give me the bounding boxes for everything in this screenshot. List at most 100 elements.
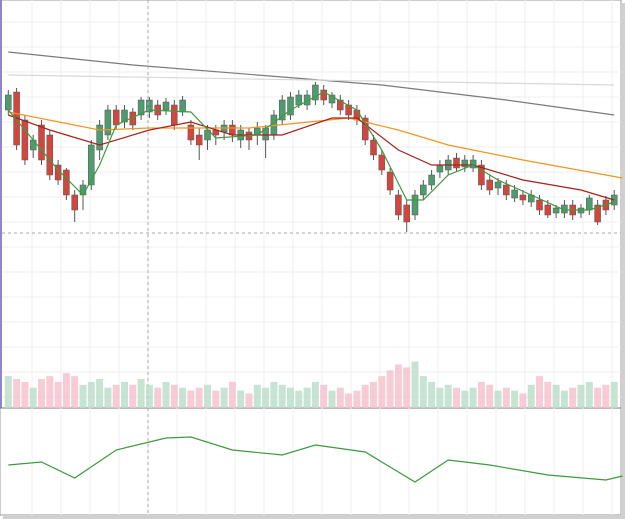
candle-body [121,109,128,123]
candle-body [104,109,112,136]
candle-body [71,194,78,211]
candle-body [494,181,502,189]
volume-bar [96,379,104,408]
volume-bar [594,387,602,408]
volume-bar [419,376,427,408]
volume-bar [610,381,618,408]
volume-bar [4,376,12,408]
volume-bar [245,393,253,408]
volume-bar [320,384,328,408]
shadow [621,3,625,519]
shadow [3,515,625,519]
candle-body [478,164,485,186]
volume-bar [444,384,452,408]
volume-bar [585,381,593,408]
volume-bar [386,370,394,408]
volume-bar [179,387,187,408]
candle-body [420,184,427,196]
volume-bar [361,384,369,408]
volume-bar [552,384,560,408]
candle-body [295,94,303,106]
candle-body [586,197,593,211]
volume-bar [71,376,79,408]
volume-bar [154,387,162,408]
volume-bar [228,381,236,408]
candle-body [88,144,95,186]
volume-bar [87,381,95,408]
candle-body [511,189,518,199]
volume-bar [569,387,577,408]
volume-bar [46,376,54,408]
candle-body [171,104,178,126]
volume-bar [502,387,510,408]
candle-body [403,204,410,223]
candle-body [63,169,70,196]
candle-body [386,171,394,191]
candle-body [195,134,203,146]
volume-bar [187,390,195,408]
volume-bar [295,390,303,408]
volume-bar [79,384,87,408]
volume-bar [477,381,485,408]
candle-body [428,174,435,186]
volume-bar [602,384,610,408]
volume-bar [519,393,527,408]
volume-bar [220,387,228,408]
volume-bar [469,387,477,408]
volume-bar [29,387,37,408]
candle-body [469,159,477,169]
volume-bar [121,381,129,408]
volume-bar [278,384,286,408]
candle-body [378,154,386,171]
volume-bar [212,390,220,408]
candle-body [370,139,377,156]
candle-body [453,157,460,169]
volume-bar [453,387,461,408]
candle-body [395,194,402,216]
candle-body [312,84,319,101]
volume-bar [428,381,436,408]
candle-body [552,207,560,214]
candle-body [287,96,294,116]
volume-bar [112,384,120,408]
candle-body [229,124,236,136]
volume-bar [170,384,178,408]
volume-bar [237,390,245,408]
candle-body [519,194,527,201]
line-series [8,114,615,201]
volume-bar [336,387,344,408]
candle-body [21,119,29,161]
candle-body [46,134,54,176]
volume-bar [162,381,170,408]
volume-bar [262,387,270,408]
volume-bar [353,390,361,408]
candle-body [179,99,186,113]
volume-bar [486,384,494,408]
candle-body [187,124,195,141]
candle-body [137,99,145,116]
volume-bar [411,361,419,408]
candle-body [278,99,286,121]
volume-bar [436,387,444,408]
volume-bar [195,387,203,408]
candle-body [436,164,444,173]
volume-bar [104,387,112,408]
volume-bar [145,384,153,408]
volume-bar [577,384,585,408]
candle-body [594,204,601,223]
volume-bar [544,381,552,408]
candle-body [337,99,344,111]
volume-bar [328,390,336,408]
volume-bar [270,381,278,408]
volume-bar [527,384,535,408]
candle-body [162,101,170,111]
candle-body [411,194,419,216]
volume-bar [38,379,46,408]
candle-body [544,204,552,216]
candle-body [5,94,12,111]
volume-bar [13,379,21,408]
volume-bar [303,387,311,408]
candle-body [536,199,543,211]
candle-body [112,109,120,126]
